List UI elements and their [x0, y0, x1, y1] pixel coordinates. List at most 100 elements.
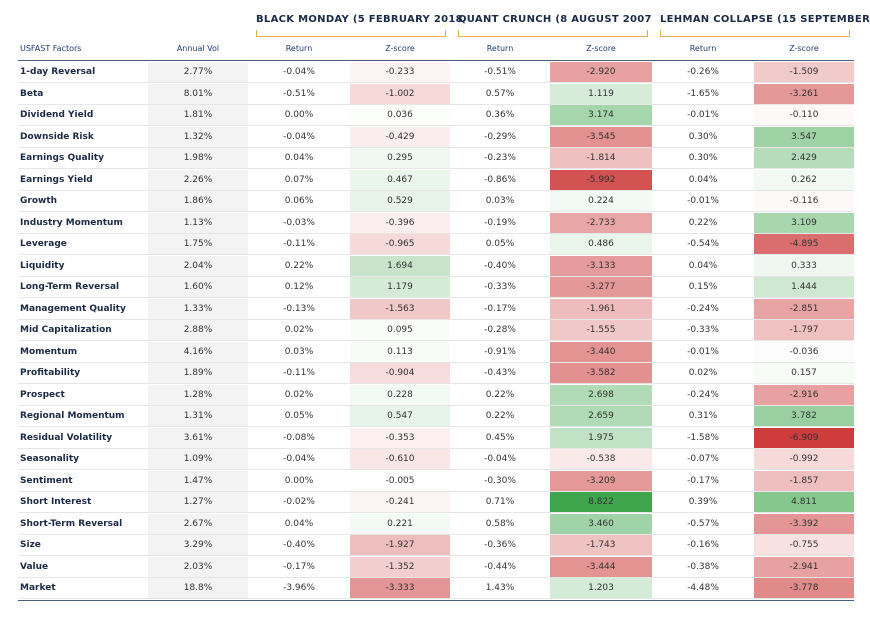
factor-name: Industry Momentum: [18, 213, 148, 234]
annual-vol: 1.89%: [148, 363, 248, 384]
z-score: 0.486: [550, 234, 652, 255]
z-score: 1.694: [350, 255, 450, 277]
annual-vol: 18.8%: [148, 578, 248, 599]
return: -0.24%: [652, 385, 754, 406]
return: -0.04%: [248, 62, 350, 83]
z-score: -0.036: [754, 341, 854, 363]
z-score: -3.209: [550, 470, 652, 492]
z-score: -0.116: [754, 191, 854, 212]
z-score: 0.262: [754, 169, 854, 191]
factor-name: 1-day Reversal: [18, 62, 148, 83]
z-score: 2.429: [754, 148, 854, 169]
factor-name: Mid Capitalization: [18, 320, 148, 341]
return: -0.17%: [652, 471, 754, 492]
return: 0.03%: [248, 342, 350, 363]
return: 0.22%: [652, 213, 754, 234]
annual-vol: 2.67%: [148, 513, 248, 535]
return: -0.01%: [652, 191, 754, 212]
annual-vol: 1.13%: [148, 212, 248, 234]
group-header: LEHMAN COLLAPSE (15 SEPTEMBER 2008: [660, 14, 870, 25]
annual-vol: 3.61%: [148, 427, 248, 449]
factor-name: Seasonality: [18, 449, 148, 470]
factor-name: Residual Volatility: [18, 428, 148, 449]
return: 0.15%: [652, 277, 754, 298]
annual-vol: 4.16%: [148, 341, 248, 363]
annual-vol: 1.33%: [148, 298, 248, 320]
return: 0.57%: [450, 84, 550, 105]
return: -0.24%: [652, 299, 754, 320]
z-score: 3.460: [550, 513, 652, 535]
annual-vol: 8.01%: [148, 83, 248, 105]
z-score: -0.396: [350, 212, 450, 234]
return: 0.30%: [652, 127, 754, 148]
z-score: -3.545: [550, 126, 652, 148]
z-score: -0.538: [550, 449, 652, 470]
header-rule: [18, 60, 854, 61]
z-score: -1.555: [550, 320, 652, 341]
return: -0.17%: [248, 557, 350, 578]
column-header: Return: [689, 44, 717, 53]
annual-vol: 1.81%: [148, 105, 248, 126]
group-bracket: [256, 30, 446, 37]
z-score: -1.797: [754, 320, 854, 341]
z-score: 3.782: [754, 406, 854, 427]
return: -0.08%: [248, 428, 350, 449]
group-bracket: [458, 30, 648, 37]
return: -4.48%: [652, 578, 754, 599]
factor-name: Regional Momentum: [18, 406, 148, 427]
return: -1.65%: [652, 84, 754, 105]
return: -0.43%: [450, 363, 550, 384]
z-score: 3.547: [754, 126, 854, 148]
z-score: -3.392: [754, 513, 854, 535]
column-header: Return: [285, 44, 313, 53]
return: 0.04%: [652, 170, 754, 191]
return: 0.07%: [248, 170, 350, 191]
annual-vol: 2.88%: [148, 320, 248, 341]
return: -0.33%: [652, 320, 754, 341]
factor-name: Sentiment: [18, 471, 148, 492]
z-score: 2.698: [550, 384, 652, 406]
return: 0.30%: [652, 148, 754, 169]
z-score: 0.157: [754, 363, 854, 384]
annual-vol: 1.09%: [148, 449, 248, 470]
return: 0.39%: [652, 492, 754, 513]
return: -0.26%: [652, 62, 754, 83]
return: -0.28%: [450, 320, 550, 341]
z-score: 3.174: [550, 105, 652, 126]
z-score: 0.295: [350, 148, 450, 169]
annual-vol: 1.47%: [148, 470, 248, 492]
factor-name: Liquidity: [18, 256, 148, 277]
return: 0.04%: [248, 148, 350, 169]
factor-name: Growth: [18, 191, 148, 212]
annual-vol: 1.98%: [148, 148, 248, 169]
z-score: 0.095: [350, 320, 450, 341]
return: 0.22%: [450, 385, 550, 406]
return: -0.11%: [248, 363, 350, 384]
z-score: 0.547: [350, 406, 450, 427]
z-score: 2.659: [550, 406, 652, 427]
factor-name: Size: [18, 535, 148, 556]
return: -0.86%: [450, 170, 550, 191]
z-score: 4.811: [754, 492, 854, 513]
factor-name: Long-Term Reversal: [18, 277, 148, 298]
return: -0.01%: [652, 342, 754, 363]
return: -0.40%: [248, 535, 350, 556]
z-score: -3.444: [550, 556, 652, 578]
return: -0.04%: [450, 449, 550, 470]
z-score: 0.467: [350, 169, 450, 191]
z-score: -0.992: [754, 449, 854, 470]
return: -0.16%: [652, 535, 754, 556]
factor-name: Short Interest: [18, 492, 148, 513]
factor-name: Leverage: [18, 234, 148, 255]
return: 0.04%: [248, 514, 350, 535]
annual-vol: 2.77%: [148, 62, 248, 83]
annual-vol: 2.04%: [148, 255, 248, 277]
return: 0.12%: [248, 277, 350, 298]
return: 0.36%: [450, 105, 550, 126]
return: 0.00%: [248, 105, 350, 126]
return: -0.54%: [652, 234, 754, 255]
factor-name: Earnings Yield: [18, 170, 148, 191]
annual-vol: 2.03%: [148, 556, 248, 578]
factor-name: Momentum: [18, 342, 148, 363]
return: -0.01%: [652, 105, 754, 126]
